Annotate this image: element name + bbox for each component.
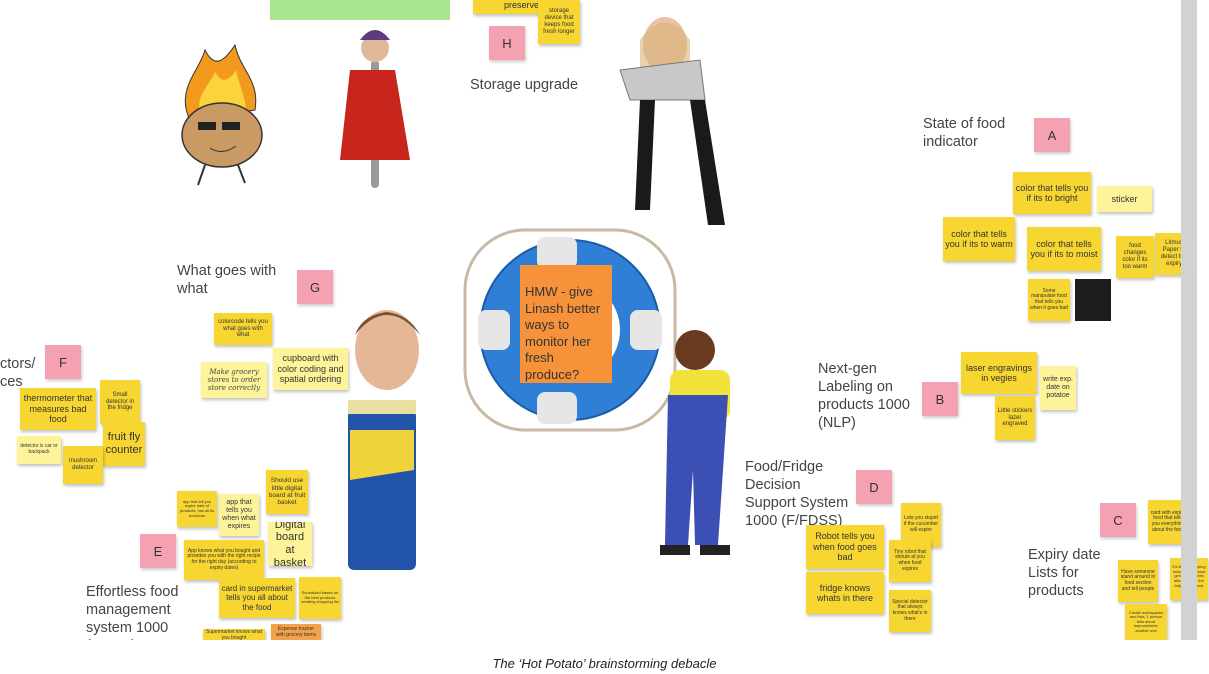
sticky-note: color that tells you if its to warm <box>943 217 1015 261</box>
can-label: WD-40 <box>353 440 410 460</box>
sticky-note: mushroom detector <box>63 446 103 484</box>
sticky-note: card in supermarket tells you all about … <box>219 578 295 618</box>
cluster-letter: A <box>1034 118 1070 152</box>
sticky-note: write exp. date on potatoe <box>1040 366 1076 410</box>
scrollbar <box>1181 0 1197 640</box>
sticky-note: color that tells you if its to moist <box>1027 227 1101 271</box>
sticky-note: fridge knows whats in there <box>806 572 884 614</box>
sticky-note: food changes color if its too warm <box>1116 236 1154 278</box>
sticky-note: Make grocery stores to order store corre… <box>201 362 267 398</box>
illustrations <box>181 0 730 570</box>
green-note <box>270 0 450 20</box>
cluster-title: Expiry date Lists for products <box>1028 547 1101 600</box>
cluster-letter: E <box>140 534 176 568</box>
sticky-note: laser engravings in vegies <box>961 352 1037 394</box>
sticky-note: Have someone stand around in food sectio… <box>1118 560 1158 602</box>
sticky-note: app that tell you expire date of product… <box>177 491 217 527</box>
cluster-title: Effortless food management system 1000 (… <box>86 584 179 640</box>
sticky-note: Tiny robot that shouts at you when food … <box>889 540 931 582</box>
sticky-note: fruit fly counter <box>103 422 145 466</box>
sticky-note: App knows what you bought and provides y… <box>184 540 264 580</box>
book-image <box>1075 279 1111 321</box>
sticky-note: Small detector in the fridge <box>100 380 140 424</box>
sticky-note: app that tells you when what expires <box>219 494 259 536</box>
sticky-note: Special detector that always knows what'… <box>889 590 931 632</box>
sticky-note: colorcode tells you what goes with what <box>214 313 272 345</box>
pliers-person <box>619 17 725 225</box>
cluster-title: Storage upgrade <box>470 77 579 93</box>
sticky-note: Supermarket knows what you bought <box>203 629 265 640</box>
sticky-note: Robot tells you when food goes bad <box>806 525 884 569</box>
cluster-letter: G <box>297 270 333 304</box>
cluster-letter: H <box>489 26 525 60</box>
cluster-letter: B <box>922 382 958 416</box>
whiteboard: Storage upgrade H preserve it storage de… <box>0 0 1209 640</box>
sticky-note: Create workspaces and lists, 1 person te… <box>1125 604 1167 640</box>
cluster-letter: F <box>45 345 81 379</box>
sticky-note: Digital board at basket <box>268 522 312 566</box>
cluster-letter: D <box>856 470 892 504</box>
sticky-note: Scheduled based on the best products cre… <box>299 577 341 619</box>
sticky-note: Should use little digital board at fruit… <box>266 470 308 514</box>
sticky-note: Lets you stupid if the cucumber will exp… <box>901 503 941 547</box>
sticky-note: Little stickers lazer engraved <box>995 396 1035 440</box>
sticky-note: storage device that keeps food fresh lon… <box>538 0 580 44</box>
cluster-letter: C <box>1100 503 1136 537</box>
sticky-note: Some manipulate food that tells you when… <box>1028 279 1070 321</box>
sticky-note: thermometer that measures bad food <box>20 388 96 430</box>
cluster-title: ctors/ ces <box>0 356 36 391</box>
overalls-person <box>660 330 730 555</box>
sticky-note: sticker <box>1097 186 1152 212</box>
sticky-note: Expense tracker with grocery items <box>271 624 321 640</box>
wd40-person <box>348 310 420 570</box>
caped-person <box>340 30 410 188</box>
center-note <box>520 265 612 383</box>
sticky-note: color that tells you if its to bright <box>1013 172 1091 214</box>
caption: The ‘Hot Potato’ brainstorming debacle <box>492 656 717 671</box>
sticky-note: detector is car or backpack <box>17 436 61 464</box>
cluster-title: Next-gen Labeling on products 1000 (NLP) <box>818 361 910 432</box>
cluster-title: State of food indicator <box>923 116 1006 151</box>
sticky-note: cupboard with color coding and spatial o… <box>273 348 348 390</box>
cluster-title: What goes with what <box>177 263 277 298</box>
center-question: HMW - give Linash better ways to monitor… <box>525 284 601 382</box>
cluster-title: Food/Fridge Decision Support System 1000… <box>745 459 849 530</box>
potato-illustration <box>181 43 263 186</box>
